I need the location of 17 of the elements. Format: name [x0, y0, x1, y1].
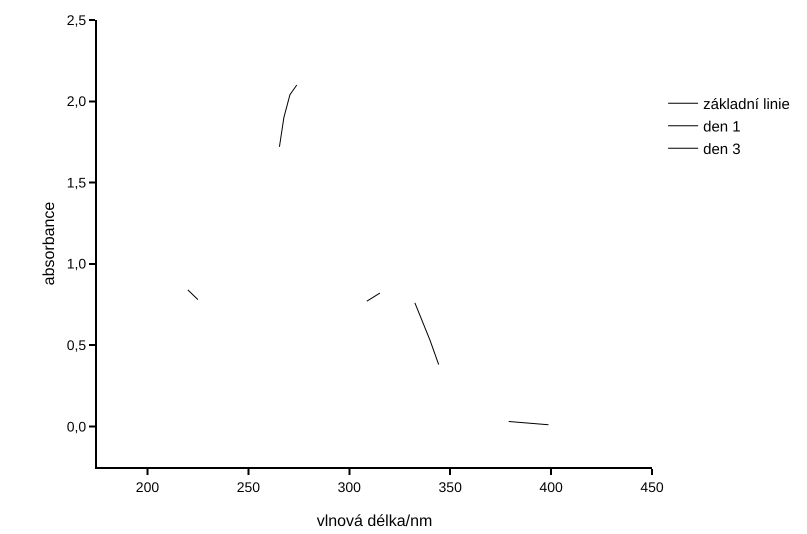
x-tick-label: 450: [640, 478, 664, 495]
legend-label: den 1: [703, 118, 741, 136]
x-tick-label: 400: [539, 478, 563, 495]
y-tick-label: 1,5: [66, 174, 86, 190]
y-tick-label: 1,0: [66, 256, 86, 272]
x-tick-label: 250: [236, 478, 260, 495]
x-tick-label: 300: [338, 478, 362, 495]
y-tick-label: 2,5: [66, 12, 86, 28]
x-tick-label: 350: [438, 478, 462, 495]
x-axis-title: vlnová délka/nm: [316, 513, 432, 530]
y-tick-label: 2,0: [66, 93, 86, 110]
legend-label: den 3: [703, 141, 741, 158]
legend-label: základní linie: [703, 96, 790, 114]
x-tick-label: 200: [136, 478, 160, 495]
y-axis-title: absorbance: [41, 202, 58, 286]
y-tick-label: 0,0: [66, 418, 86, 434]
y-tick-label: 0,5: [66, 336, 86, 353]
